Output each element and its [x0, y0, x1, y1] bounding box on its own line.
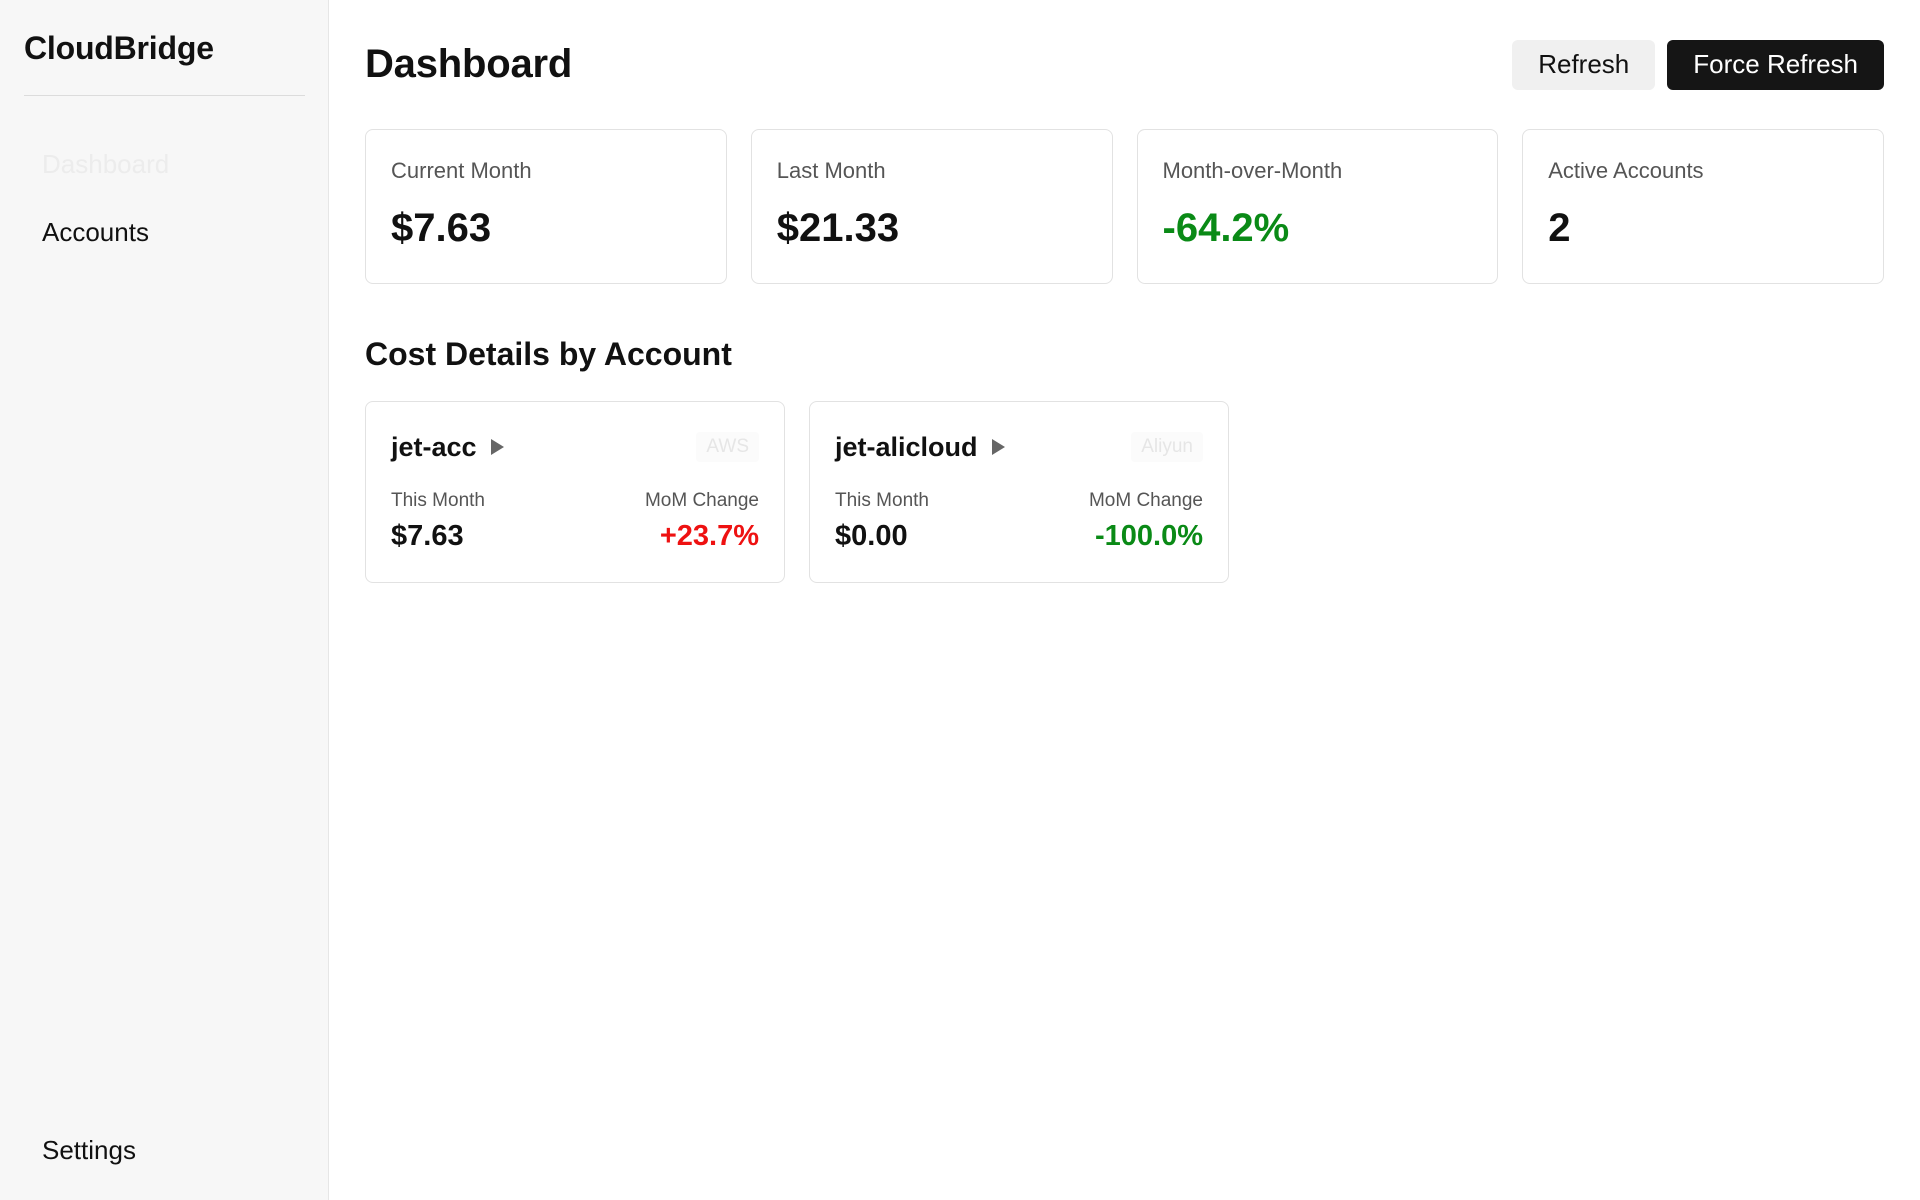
account-card-header: jet-acc AWS — [391, 430, 759, 464]
account-card: jet-acc AWS This Month $7.63 MoM Change … — [365, 401, 785, 583]
refresh-button[interactable]: Refresh — [1512, 39, 1656, 90]
metric-value: $0.00 — [835, 520, 908, 552]
summary-card-month-over-month: Month-over-Month -64.2% — [1136, 129, 1499, 284]
account-metrics: This Month $0.00 MoM Change -100.0% — [835, 490, 1203, 553]
metric-label: This Month — [391, 490, 485, 511]
sidebar-nav: Dashboard Accounts — [24, 130, 304, 266]
metric-value: -100.0% — [1094, 520, 1203, 552]
account-name: jet-acc — [391, 431, 477, 462]
main-content: Dashboard Refresh Force Refresh Current … — [329, 0, 1920, 1200]
metric-label: This Month — [835, 490, 929, 511]
force-refresh-button[interactable]: Force Refresh — [1667, 39, 1884, 90]
summary-card-current-month: Current Month $7.63 — [365, 129, 727, 284]
summary-value: -64.2% — [1162, 206, 1290, 250]
sidebar-bottom: Settings — [24, 1116, 305, 1184]
summary-cards: Current Month $7.63 Last Month $21.33 Mo… — [365, 129, 1884, 284]
account-card-header: jet-alicloud Aliyun — [835, 430, 1203, 464]
play-icon — [991, 439, 1005, 455]
page-title: Dashboard — [365, 42, 573, 86]
metric-label: MoM Change — [1088, 490, 1203, 511]
summary-card-active-accounts: Active Accounts 2 — [1522, 129, 1884, 284]
metric-mom-change: MoM Change -100.0% — [1089, 490, 1203, 553]
summary-value: $7.63 — [391, 206, 492, 250]
account-card-grid: jet-acc AWS This Month $7.63 MoM Change … — [365, 401, 1884, 583]
provider-badge: AWS — [696, 432, 759, 462]
section-title: Cost Details by Account — [365, 336, 732, 372]
summary-card-last-month: Last Month $21.33 — [750, 129, 1113, 284]
sidebar-item-settings[interactable]: Settings — [42, 1135, 136, 1165]
sidebar: CloudBridge Dashboard Accounts Settings — [0, 0, 329, 1200]
metric-this-month: This Month $0.00 — [835, 490, 929, 553]
summary-label: Last Month — [776, 158, 886, 183]
metric-this-month: This Month $7.63 — [391, 490, 485, 553]
account-metrics: This Month $7.63 MoM Change +23.7% — [391, 490, 759, 553]
summary-label: Month-over-Month — [1162, 158, 1343, 183]
summary-value: $21.33 — [776, 206, 900, 250]
summary-value: 2 — [1548, 206, 1571, 250]
play-icon — [490, 439, 504, 455]
provider-badge: Aliyun — [1131, 432, 1203, 462]
account-expand-toggle[interactable]: jet-acc — [391, 432, 504, 463]
sidebar-item-accounts[interactable]: Accounts — [42, 217, 149, 247]
account-name: jet-alicloud — [835, 431, 978, 462]
metric-label: MoM Change — [644, 490, 759, 511]
account-expand-toggle[interactable]: jet-alicloud — [835, 432, 1005, 463]
summary-label: Active Accounts — [1548, 158, 1704, 183]
metric-value: $7.63 — [391, 520, 464, 552]
page-header: Dashboard Refresh Force Refresh — [365, 0, 1884, 129]
sidebar-item-dashboard[interactable]: Dashboard — [42, 149, 170, 179]
metric-value: +23.7% — [659, 520, 759, 552]
account-card: jet-alicloud Aliyun This Month $0.00 MoM… — [809, 401, 1229, 583]
header-actions: Refresh Force Refresh — [1512, 39, 1884, 90]
summary-label: Current Month — [391, 158, 532, 183]
metric-mom-change: MoM Change +23.7% — [645, 490, 759, 553]
app-logo: CloudBridge — [24, 24, 305, 96]
